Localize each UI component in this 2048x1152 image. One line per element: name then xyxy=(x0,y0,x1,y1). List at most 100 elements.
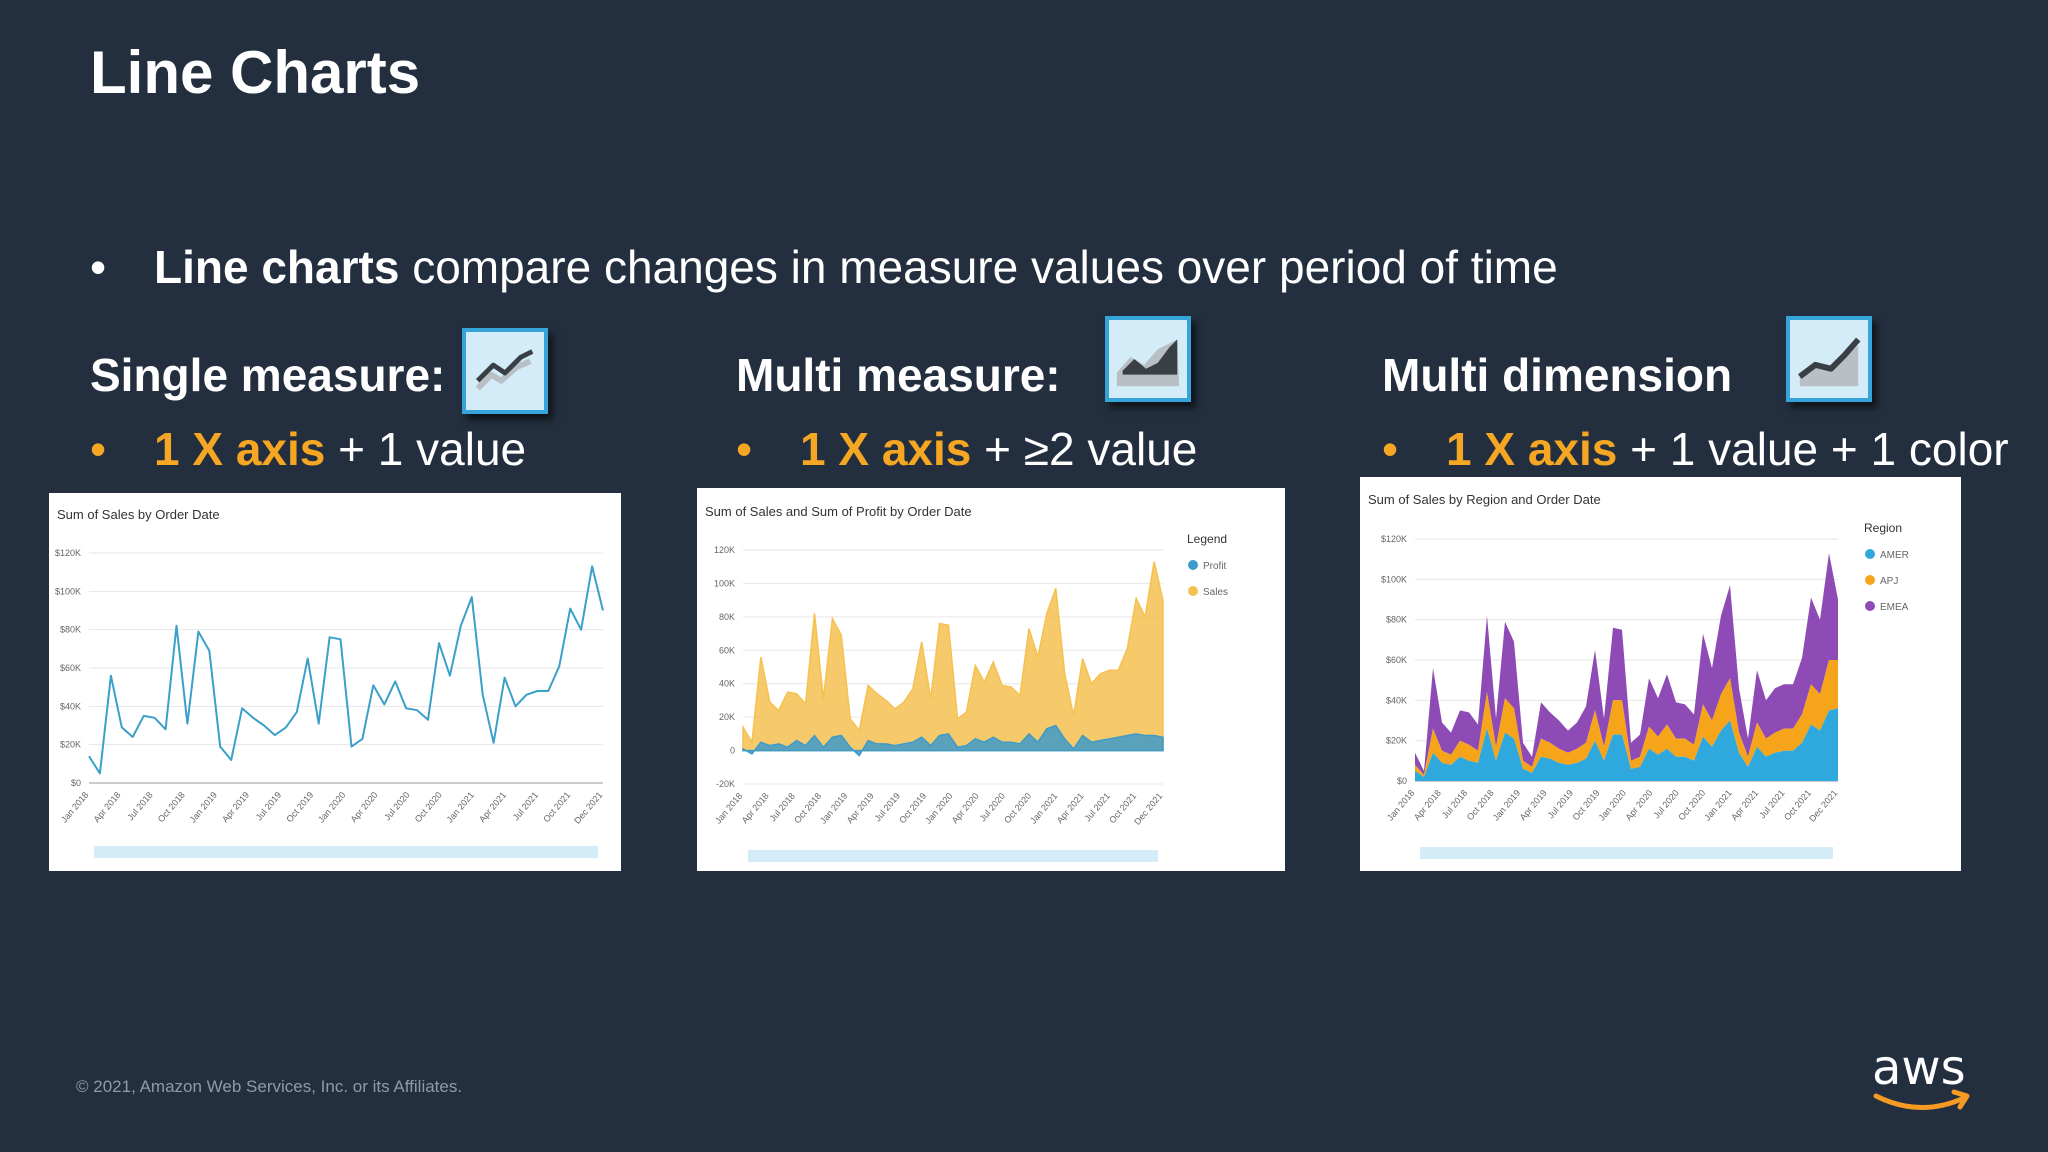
y-tick-label: $60K xyxy=(60,663,81,673)
y-tick-label: $40K xyxy=(60,701,81,711)
bullet-marker: • xyxy=(90,423,107,475)
y-tick-label: $100K xyxy=(55,586,81,596)
x-tick-label: Jan 2020 xyxy=(316,790,347,825)
legend-swatch xyxy=(1188,560,1198,570)
section-bullet-text: 1 X axis + ≥2 value xyxy=(800,422,1197,476)
x-tick-label: Jan 2019 xyxy=(188,790,219,825)
series-area-Profit xyxy=(742,724,1164,757)
x-tick-label: Jan 2021 xyxy=(445,790,476,825)
y-tick-label: 0 xyxy=(730,746,735,756)
chart-scrollbar xyxy=(1420,847,1833,859)
x-tick-label: Apr 2020 xyxy=(1623,788,1654,822)
y-tick-label: $20K xyxy=(1386,736,1407,746)
slide-title: Line Charts xyxy=(90,39,421,106)
x-tick-label: Jan 2018 xyxy=(59,790,90,825)
x-tick-label: Oct 2020 xyxy=(413,790,444,824)
legend-label: EMEA xyxy=(1880,602,1909,613)
rest-text: + 1 value xyxy=(325,423,527,475)
chart-title: Sum of Sales by Order Date xyxy=(57,507,220,522)
x-tick-label: Jul 2020 xyxy=(382,790,412,822)
sales-line-chart: Sum of Sales by Order Date $120K $100K $80K… xyxy=(55,507,605,858)
legend-swatch xyxy=(1865,549,1875,559)
aws-logo: aws xyxy=(1868,1040,1978,1116)
bullet-marker: • xyxy=(736,423,753,475)
y-tick-label: 40K xyxy=(719,679,735,689)
line-chart-icon xyxy=(462,328,548,414)
rest-text: + 1 value + 1 color xyxy=(1617,423,2009,475)
chart-panel-single-measure: Sum of Sales by Order Date $120K $100K $80K… xyxy=(49,493,621,871)
y-tick-label: $0 xyxy=(1397,776,1407,786)
y-tick-label: $0 xyxy=(71,778,81,788)
section-title: Single measure: xyxy=(90,349,446,401)
series-area-APJ xyxy=(1415,660,1838,777)
rest-text: + ≥2 value xyxy=(971,423,1198,475)
legend-label: AMER xyxy=(1880,550,1909,561)
x-tick-label: Jan 2020 xyxy=(923,791,954,826)
copyright-footer: © 2021, Amazon Web Services, Inc. or its… xyxy=(76,1077,463,1096)
legend-label: APJ xyxy=(1880,576,1898,587)
accent-text: 1 X axis xyxy=(1446,423,1618,475)
section-bullet-text: 1 X axis + 1 value xyxy=(154,422,526,476)
chart-title: Sum of Sales and Sum of Profit by Order … xyxy=(705,504,972,519)
x-tick-label: Oct 2019 xyxy=(284,790,315,824)
x-tick-label: Apr 2018 xyxy=(1412,788,1443,822)
y-tick-label: 20K xyxy=(719,712,735,722)
x-tick-label: Apr 2021 xyxy=(1729,788,1760,822)
y-tick-label: 80K xyxy=(719,612,735,622)
x-tick-label: Apr 2018 xyxy=(740,791,771,825)
x-tick-label: Oct 2021 xyxy=(541,790,572,824)
x-tick-label: Jan 2018 xyxy=(1385,788,1416,823)
section-bullet-text: 1 X axis + 1 value + 1 color xyxy=(1446,422,2009,476)
section-title: Multi measure: xyxy=(736,349,1061,401)
x-tick-label: Jul 2021 xyxy=(511,790,541,822)
y-tick-label: $100K xyxy=(1381,574,1407,584)
x-tick-label: Jan 2021 xyxy=(1028,791,1059,826)
legend-title: Region xyxy=(1864,521,1902,535)
area-chart-icon xyxy=(1105,316,1191,402)
series-area-AMER xyxy=(1415,708,1838,781)
legend-title: Legend xyxy=(1187,532,1227,546)
accent-text: 1 X axis xyxy=(154,423,326,475)
x-tick-label: Apr 2020 xyxy=(950,791,981,825)
y-tick-label: 60K xyxy=(719,645,735,655)
accent-text: 1 X axis xyxy=(800,423,972,475)
y-tick-label: $40K xyxy=(1386,695,1407,705)
bullet-marker: • xyxy=(1382,423,1399,475)
series-area-Sales xyxy=(742,561,1164,752)
x-tick-label: Dec 2021 xyxy=(572,790,604,826)
y-tick-label: $80K xyxy=(1386,615,1407,625)
legend-label: Sales xyxy=(1203,587,1228,598)
legend-swatch xyxy=(1188,586,1198,596)
y-tick-label: 120K xyxy=(714,545,735,555)
x-tick-label: Jul 2018 xyxy=(125,790,155,822)
chart-panel-multi-dimension: Sum of Sales by Region and Order Date $12… xyxy=(1360,477,1961,871)
section-title: Multi dimension xyxy=(1382,349,1733,401)
legend-swatch xyxy=(1865,575,1875,585)
x-tick-label: Jan 2021 xyxy=(1702,788,1733,823)
intro-text: Line charts compare changes in measure v… xyxy=(154,240,1558,294)
x-tick-label: Apr 2018 xyxy=(92,790,123,824)
sales-by-region-stacked-chart: Sum of Sales by Region and Order Date $12… xyxy=(1368,492,1909,859)
bullet-marker: • xyxy=(90,241,107,293)
sales-profit-area-chart: Sum of Sales and Sum of Profit by Order … xyxy=(705,504,1228,862)
x-tick-label: Jan 2020 xyxy=(1597,788,1628,823)
chart-scrollbar xyxy=(94,846,598,858)
x-tick-label: Apr 2020 xyxy=(349,790,380,824)
x-tick-label: Jul 2019 xyxy=(254,790,284,822)
x-tick-label: Dec 2021 xyxy=(1807,788,1839,824)
series-line xyxy=(88,565,604,775)
x-tick-label: Jan 2018 xyxy=(713,791,744,826)
y-tick-label: $120K xyxy=(55,548,81,558)
x-tick-label: Apr 2021 xyxy=(1055,791,1086,825)
intro-rest-text: compare changes in measure values over p… xyxy=(399,241,1558,293)
y-tick-label: $80K xyxy=(60,625,81,635)
chart-title: Sum of Sales by Region and Order Date xyxy=(1368,492,1601,507)
y-tick-label: $20K xyxy=(60,740,81,750)
x-tick-label: Apr 2019 xyxy=(220,790,251,824)
x-tick-label: Jan 2019 xyxy=(1491,788,1522,823)
x-tick-label: Apr 2019 xyxy=(845,791,876,825)
y-tick-label: $60K xyxy=(1386,655,1407,665)
legend-label: Profit xyxy=(1203,561,1227,572)
x-tick-label: Apr 2019 xyxy=(1518,788,1549,822)
chart-scrollbar xyxy=(748,850,1158,862)
